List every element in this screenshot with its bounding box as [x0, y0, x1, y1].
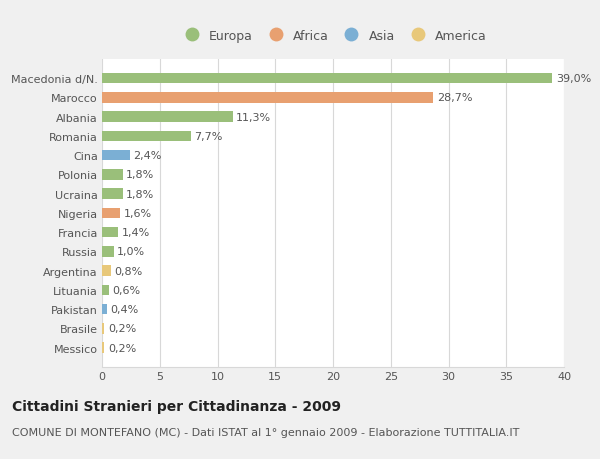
Bar [102, 73, 553, 84]
Text: 28,7%: 28,7% [437, 93, 472, 103]
Text: 0,8%: 0,8% [115, 266, 143, 276]
Text: 2,4%: 2,4% [133, 151, 161, 161]
Text: 39,0%: 39,0% [556, 74, 591, 84]
Bar [102, 151, 130, 161]
Bar [102, 304, 107, 315]
Text: 1,4%: 1,4% [122, 228, 150, 238]
Text: 0,2%: 0,2% [108, 343, 136, 353]
Bar [102, 266, 111, 276]
Bar [102, 93, 433, 103]
Bar [102, 208, 121, 219]
Bar [102, 189, 123, 200]
Bar [102, 112, 233, 123]
Bar [102, 343, 104, 353]
Bar [102, 324, 104, 334]
Text: 1,6%: 1,6% [124, 208, 152, 218]
Legend: Europa, Africa, Asia, America: Europa, Africa, Asia, America [175, 26, 491, 46]
Text: 1,0%: 1,0% [117, 247, 145, 257]
Bar [102, 246, 113, 257]
Text: 7,7%: 7,7% [194, 132, 223, 141]
Bar [102, 285, 109, 296]
Text: 1,8%: 1,8% [126, 189, 155, 199]
Text: Cittadini Stranieri per Cittadinanza - 2009: Cittadini Stranieri per Cittadinanza - 2… [12, 399, 341, 413]
Text: COMUNE DI MONTEFANO (MC) - Dati ISTAT al 1° gennaio 2009 - Elaborazione TUTTITAL: COMUNE DI MONTEFANO (MC) - Dati ISTAT al… [12, 427, 520, 437]
Text: 0,4%: 0,4% [110, 304, 139, 314]
Text: 0,6%: 0,6% [112, 285, 140, 295]
Text: 11,3%: 11,3% [236, 112, 271, 123]
Text: 1,8%: 1,8% [126, 170, 155, 180]
Bar [102, 227, 118, 238]
Text: 0,2%: 0,2% [108, 324, 136, 334]
Bar [102, 131, 191, 142]
Bar [102, 170, 123, 180]
